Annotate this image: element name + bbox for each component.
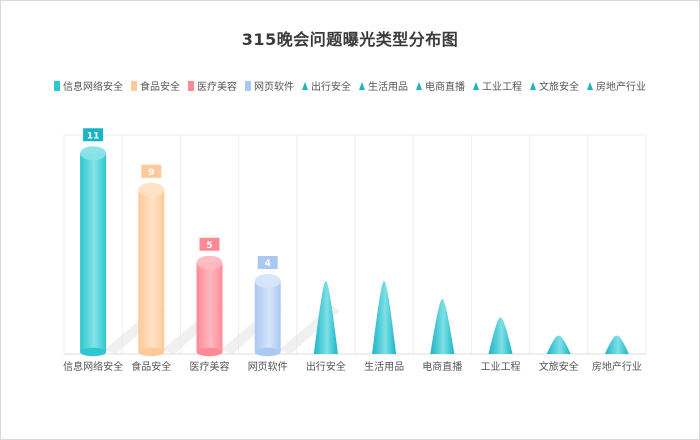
legend-item[interactable]: 食品安全 <box>131 78 180 93</box>
legend-item[interactable]: 网页软件 <box>245 78 294 93</box>
bar <box>372 280 397 354</box>
value-label: 5 <box>206 241 212 251</box>
value-label-bg <box>83 128 104 142</box>
x-tick-label: 食品安全 <box>131 360 171 373</box>
value-label-bg <box>199 237 220 251</box>
legend-label: 医疗美容 <box>197 82 237 93</box>
bar-base <box>196 347 223 357</box>
legend-label: 网页软件 <box>254 82 294 93</box>
bar <box>196 262 223 352</box>
legend-item[interactable]: 工业工程 <box>473 78 522 93</box>
legend-item[interactable]: 医疗美容 <box>188 78 237 93</box>
x-tick-label: 信息网络安全 <box>63 360 123 373</box>
legend-swatch <box>131 80 137 91</box>
legend-label: 电商直播 <box>425 82 465 93</box>
legend-label: 工业工程 <box>482 82 522 93</box>
legend-label: 生活用品 <box>368 82 408 93</box>
legend-swatch <box>587 81 593 90</box>
bar-base <box>80 347 107 357</box>
bar <box>430 299 455 354</box>
bar-base <box>254 347 281 357</box>
legend-label: 信息网络安全 <box>63 82 123 93</box>
legend-swatch <box>473 81 479 90</box>
x-tick-label: 出行安全 <box>306 360 346 373</box>
bar-top <box>254 274 281 288</box>
x-tick-label: 房地产行业 <box>592 360 642 373</box>
legend-item[interactable]: 信息网络安全 <box>54 78 123 93</box>
x-tick-label: 工业工程 <box>481 361 521 373</box>
x-tick-label: 电商直播 <box>422 360 462 373</box>
bar <box>546 335 571 354</box>
x-tick-label: 医疗美容 <box>190 360 230 373</box>
bar-top <box>196 255 223 270</box>
legend-label: 文旅安全 <box>539 82 579 93</box>
legend-swatch <box>359 81 365 90</box>
value-label: 9 <box>148 168 154 178</box>
legend-swatch <box>302 81 308 90</box>
bar-top <box>138 182 165 197</box>
legend-item[interactable]: 文旅安全 <box>530 78 579 93</box>
bar <box>138 189 165 352</box>
x-tick-label: 生活用品 <box>364 360 404 373</box>
value-label: 4 <box>265 259 271 269</box>
value-label-bg <box>257 256 278 269</box>
bar-base <box>138 347 165 357</box>
legend-label: 房地产行业 <box>596 82 646 93</box>
chart-legend: 信息网络安全 食品安全 医疗美容 网页软件 出行安全 生活用品 电商直播 工业工程 文旅安全 房地… <box>0 78 700 93</box>
legend-item[interactable]: 生活用品 <box>359 78 408 93</box>
bar <box>254 281 281 352</box>
bar <box>488 317 513 354</box>
chart-title: 315晚会问题曝光类型分布图 <box>241 30 459 49</box>
bar <box>80 153 107 352</box>
x-tick-label: 网页软件 <box>248 360 288 373</box>
bar <box>313 280 338 354</box>
value-label: 11 <box>87 131 100 141</box>
legend-swatch <box>245 80 251 91</box>
legend-swatch <box>416 81 422 90</box>
legend-swatch <box>188 80 194 91</box>
legend-swatch <box>54 80 60 91</box>
bar <box>604 335 629 354</box>
value-label-bg <box>141 164 162 178</box>
legend-swatch <box>530 81 536 90</box>
legend-item[interactable]: 房地产行业 <box>587 78 646 93</box>
legend-item[interactable]: 出行安全 <box>302 78 351 93</box>
legend-label: 出行安全 <box>311 82 351 93</box>
bar-top <box>80 146 107 161</box>
legend-item[interactable]: 电商直播 <box>416 78 465 93</box>
x-tick-label: 文旅安全 <box>539 360 579 373</box>
legend-label: 食品安全 <box>140 82 180 93</box>
